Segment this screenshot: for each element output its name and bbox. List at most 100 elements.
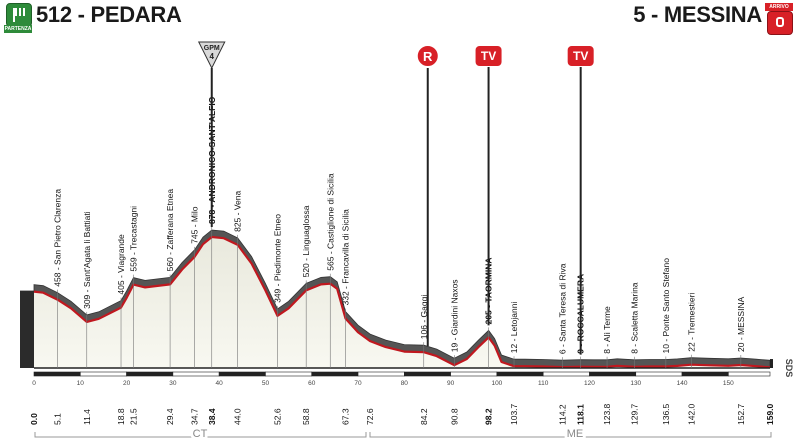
- km-scale-tick: 0: [32, 380, 36, 387]
- km-scale-tick: 80: [401, 380, 409, 387]
- sprint-circle: [415, 44, 440, 68]
- place-label: 10 - Ponte Santo Stefano: [661, 258, 671, 354]
- km-scale-segment: [265, 371, 313, 377]
- place-label: 825 - Vena: [233, 191, 243, 232]
- gpm-category: 4: [210, 52, 215, 61]
- place-km-label: 103.7: [509, 403, 519, 425]
- place-label: 520 - Linguaglossa: [301, 205, 311, 277]
- place-label: 20 - MESSINA: [736, 296, 746, 352]
- km-scale-segment: [728, 371, 771, 377]
- tv2-marker: TV: [565, 44, 596, 355]
- km-scale-tick: 50: [262, 380, 270, 387]
- gpm-label: GPM: [204, 45, 220, 52]
- place-km-label: 129.7: [629, 403, 639, 425]
- km-scale-tick: 140: [677, 380, 688, 387]
- place-km-label: 72.6: [365, 408, 375, 425]
- place-km-label: 0.0: [29, 413, 39, 425]
- place-label: 405 - Viagrande: [116, 234, 126, 295]
- km-scale-segment: [589, 371, 637, 377]
- place-km-label: 29.4: [165, 408, 175, 425]
- sprint-marker: R: [415, 44, 440, 347]
- km-scale-tick: 40: [216, 380, 224, 387]
- province-brackets: CT ME: [34, 425, 772, 443]
- me-bracket: [369, 432, 772, 438]
- km-scale-segment: [681, 371, 729, 377]
- km-scale-tick: 90: [447, 380, 455, 387]
- place-label: 560 - Zafferana Etnea: [165, 189, 175, 272]
- place-km-label: 84.2: [419, 408, 429, 425]
- km-scale-segment: [172, 371, 220, 377]
- start-flag-icon: [6, 3, 32, 27]
- place-label: 106 - Gaggi: [419, 295, 429, 340]
- gpm-marker: GPM 4: [197, 41, 226, 227]
- start-title: 512 - PEDARA: [36, 2, 182, 27]
- profile-right-edge: [770, 359, 773, 368]
- km-scale-segment: [33, 371, 81, 377]
- tv1-marker: TV: [473, 44, 504, 326]
- place-km-label: 152.7: [736, 403, 746, 425]
- place-label: 22 - Tremestieri: [686, 293, 696, 352]
- place-km-label: 118.1: [576, 404, 586, 425]
- place-km-label: 98.2: [484, 408, 494, 425]
- place-label: 309 - Sant'Agata li Battiati: [82, 211, 92, 309]
- place-label: 745 - Milo: [190, 206, 200, 244]
- place-label: 6 - Santa Teresa di Riva: [558, 263, 568, 354]
- km-scale-segment: [357, 371, 405, 377]
- km-labels-layer: 0.0 5.1 11.4 18.8 21.5 29.4 34.7 38.4 44.0 52.6 58…: [29, 403, 775, 425]
- km-scale-tick: 70: [354, 380, 362, 387]
- place-km-label: 159.0: [765, 403, 775, 425]
- profile-body: [34, 237, 770, 368]
- finish-badge-label: ARRIVO: [765, 3, 793, 11]
- province-ct-label: CT: [193, 428, 208, 440]
- km-scale-segment: [218, 371, 266, 377]
- km-scale-segment: [635, 371, 683, 377]
- province-me-label: ME: [567, 428, 584, 440]
- finish-badge: ARRIVO: [765, 3, 793, 35]
- km-scale-segment: [450, 371, 498, 377]
- tv1-label: TV: [481, 49, 496, 63]
- km-scale-tick: 110: [538, 380, 549, 387]
- place-km-label: 142.0: [686, 403, 696, 425]
- place-km-label: 21.5: [129, 408, 139, 425]
- place-label: 12 - Letojanni: [509, 302, 519, 354]
- place-label: 458 - San Pietro Clarenza: [53, 189, 63, 287]
- place-km-label: 123.8: [602, 403, 612, 425]
- place-km-label: 34.7: [190, 408, 200, 425]
- start-badge: PARTENZA: [4, 3, 32, 33]
- start-badge-label: PARTENZA: [4, 25, 32, 33]
- sds-logo: SDS: [784, 359, 794, 378]
- gpm-triangle: [197, 41, 226, 70]
- tv2-label: TV: [573, 49, 588, 63]
- place-km-label: 58.8: [301, 408, 311, 425]
- km-scale-tick: 100: [491, 380, 502, 387]
- km-scale-tick: 20: [123, 380, 131, 387]
- place-label: 19 - Giardini Naxos: [449, 279, 459, 352]
- place-km-label: 38.4: [207, 408, 217, 425]
- km-scale-segment: [79, 371, 127, 377]
- place-label: 8 - Alì Terme: [602, 306, 612, 354]
- profile-line: [33, 235, 771, 369]
- place-km-label: 90.8: [449, 408, 459, 425]
- km-scale-tick: 60: [308, 380, 316, 387]
- place-km-label: 18.8: [116, 408, 126, 425]
- profile-base-layer: 0 10 20 30 40 50 60 70 80 90 100 110 120 130 140 150: [20, 229, 773, 387]
- place-km-label: 44.0: [233, 408, 243, 425]
- place-lines-layer: [57, 227, 742, 368]
- place-km-label: 11.4: [82, 409, 92, 425]
- km-scale-tick: 10: [77, 380, 85, 387]
- km-scale-tick: 150: [723, 380, 734, 387]
- svg-text:SDS: SDS: [784, 359, 794, 378]
- place-label: 332 - Francavilla di Sicilia: [341, 209, 351, 306]
- km-scale-segment: [311, 371, 359, 377]
- place-km-label: 5.1: [53, 413, 63, 425]
- sprint-label: R: [423, 49, 433, 64]
- ct-bracket: [34, 432, 367, 438]
- place-label: 8 - Scaletta Marina: [629, 282, 639, 354]
- km-scale-tick: 30: [169, 380, 177, 387]
- place-km-label: 52.6: [273, 408, 283, 425]
- place-label: 559 - Trecastagni: [129, 206, 139, 272]
- km-scale-segment: [404, 371, 451, 377]
- place-km-label: 136.5: [661, 403, 671, 425]
- place-km-label: 67.3: [341, 408, 351, 425]
